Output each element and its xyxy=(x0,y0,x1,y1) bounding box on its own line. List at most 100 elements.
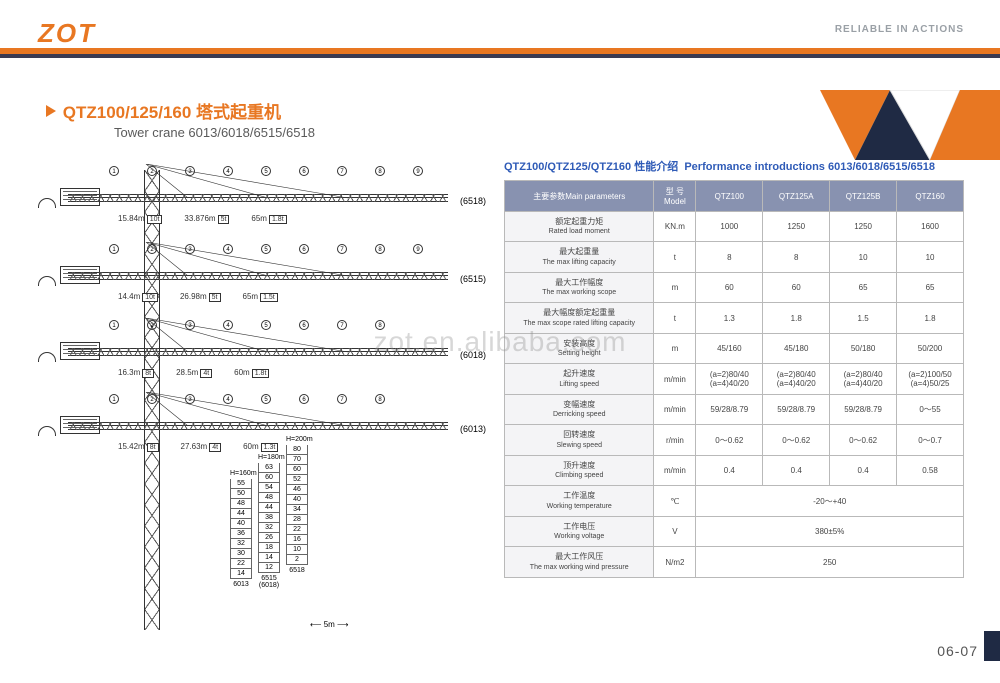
value-cell: 65 xyxy=(897,272,964,302)
value-cell: 10 xyxy=(897,242,964,272)
value-cell-merged: -20～+40 xyxy=(696,486,964,516)
load-mark: 5t xyxy=(209,293,221,302)
performance-title: QTZ100/QTZ125/QTZ160 性能介绍 Performance in… xyxy=(504,158,964,174)
table-header-model: 型 号 Model xyxy=(654,181,696,212)
value-cell: 1250 xyxy=(830,212,897,242)
jib-dimension: 33.876m5t xyxy=(184,214,229,224)
performance-section: QTZ100/QTZ125/QTZ160 性能介绍 Performance in… xyxy=(504,158,964,578)
jib-dimensions: 16.3m8t28.5m4t60m1.8t xyxy=(118,368,269,378)
load-mark: 4t xyxy=(200,369,212,378)
table-row: 工作电压Working voltageV380±5% xyxy=(505,516,964,546)
height-cell: 30 xyxy=(230,549,252,559)
table-row: 额定起重力矩Rated load momentKN.m1000125012501… xyxy=(505,212,964,242)
height-cell: 12 xyxy=(258,563,280,573)
title-arrow-icon xyxy=(46,105,56,117)
param-en: Setting height xyxy=(509,349,649,358)
value-cell-merged: 380±5% xyxy=(696,516,964,546)
value-cell: 0.4 xyxy=(696,455,763,485)
param-name-cell: 起升速度Lifting speed xyxy=(505,364,654,394)
load-mark: 1.8t xyxy=(252,369,270,378)
load-mark: 4t xyxy=(209,443,221,452)
value-cell: 0～55 xyxy=(897,394,964,424)
value-cell: 1.8 xyxy=(763,303,830,333)
param-cn: 工作电压 xyxy=(509,522,649,532)
value-cell: 1.8 xyxy=(897,303,964,333)
table-row: 变幅速度Derricking speedm/min59/28/8.7959/28… xyxy=(505,394,964,424)
height-cell: 14 xyxy=(258,553,280,563)
value-cell: 1.5 xyxy=(830,303,897,333)
param-name-cell: 变幅速度Derricking speed xyxy=(505,394,654,424)
height-cell: 80 xyxy=(286,445,308,455)
table-row: 回转速度Slewing speedr/min0～0.620～0.620～0.62… xyxy=(505,425,964,455)
height-cell: 48 xyxy=(258,493,280,503)
jib-dimension: 26.98m5t xyxy=(180,292,221,302)
height-cell: 22 xyxy=(230,559,252,569)
param-en: Lifting speed xyxy=(509,380,649,389)
height-cell: 28 xyxy=(286,515,308,525)
jib-dimension: 15.42m8t xyxy=(118,442,159,452)
value-cell: 59/28/8.79 xyxy=(830,394,897,424)
height-cell: 44 xyxy=(230,509,252,519)
jib-dimensions: 15.84m10t33.876m5t65m1.8t xyxy=(118,214,287,224)
height-cell: 60 xyxy=(286,465,308,475)
load-mark: 1.3t xyxy=(261,443,279,452)
jib-dimension: 65m1.8t xyxy=(251,214,286,224)
value-cell: 1000 xyxy=(696,212,763,242)
value-cell: 8 xyxy=(763,242,830,272)
table-row: 最大幅度额定起重量The max scope rated lifting cap… xyxy=(505,303,964,333)
title-chinese: QTZ100/125/160 塔式起重机 xyxy=(63,103,281,122)
unit-cell: t xyxy=(654,242,696,272)
value-cell: 59/28/8.79 xyxy=(763,394,830,424)
jib-dimension: 60m1.3t xyxy=(243,442,278,452)
unit-cell: m xyxy=(654,272,696,302)
jib-dimensions: 15.42m8t 27.63m4t 60m1.3t xyxy=(118,442,278,452)
slew-arc-icon xyxy=(38,198,56,208)
logo: ZOT xyxy=(38,18,96,49)
height-table-head: H=160m xyxy=(230,470,252,477)
value-cell: 59/28/8.79 xyxy=(696,394,763,424)
param-en: The max lifting capacity xyxy=(509,258,649,267)
load-mark: 10t xyxy=(142,293,158,302)
value-cell: (a=2)80/40 (a=4)40/20 xyxy=(830,364,897,394)
param-cn: 最大起重量 xyxy=(509,247,649,257)
jib-pendants xyxy=(68,392,448,432)
load-mark: 8t xyxy=(142,369,154,378)
jib-dimension: 14.4m10t xyxy=(118,292,158,302)
height-cell: 22 xyxy=(286,525,308,535)
table-row: 最大工作幅度The max working scopem60606565 xyxy=(505,272,964,302)
perf-title-en: Performance introductions 6013/6018/6515… xyxy=(684,161,935,173)
table-header-col: QTZ125B xyxy=(830,181,897,212)
page-number: 06-07 xyxy=(937,643,978,659)
height-cell: 10 xyxy=(286,545,308,555)
unit-cell: V xyxy=(654,516,696,546)
value-cell: 0～0.7 xyxy=(897,425,964,455)
jib-model-label: (6018) xyxy=(460,350,486,360)
table-row: 最大起重量The max lifting capacityt881010 xyxy=(505,242,964,272)
value-cell-merged: 250 xyxy=(696,547,964,577)
height-cell: 2 xyxy=(286,555,308,565)
height-table-head: H=200m xyxy=(286,436,308,443)
value-cell: (a=2)100/50 (a=4)50/25 xyxy=(897,364,964,394)
height-table-label: 6013 xyxy=(230,581,252,588)
height-cell: 34 xyxy=(286,505,308,515)
unit-cell: t xyxy=(654,303,696,333)
unit-cell: ℃ xyxy=(654,486,696,516)
header: ZOT RELIABLE IN ACTIONS xyxy=(0,0,1000,64)
value-cell: (a=2)80/40 (a=4)40/20 xyxy=(696,364,763,394)
param-en: Working temperature xyxy=(509,502,649,511)
jib-dimension: 27.63m4t xyxy=(181,442,222,452)
param-en: The max scope rated lifting capacity xyxy=(509,319,649,328)
value-cell: 0.4 xyxy=(763,455,830,485)
unit-cell: m/min xyxy=(654,394,696,424)
value-cell: 1.3 xyxy=(696,303,763,333)
height-cell: 16 xyxy=(286,535,308,545)
param-en: Climbing speed xyxy=(509,471,649,480)
param-name-cell: 最大起重量The max lifting capacity xyxy=(505,242,654,272)
unit-cell: m xyxy=(654,333,696,363)
value-cell: 0.4 xyxy=(830,455,897,485)
param-en: Derricking speed xyxy=(509,410,649,419)
param-cn: 最大工作幅度 xyxy=(509,278,649,288)
load-mark: 1.8t xyxy=(269,215,287,224)
height-cell: 36 xyxy=(230,529,252,539)
unit-cell: m/min xyxy=(654,455,696,485)
